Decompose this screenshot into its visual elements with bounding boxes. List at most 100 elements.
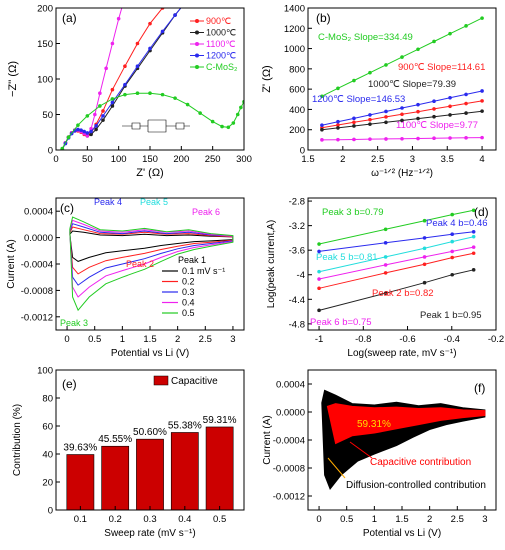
panel-d-frame (307, 197, 497, 331)
b-label: Peak 3 b=0.79 (322, 207, 384, 218)
panel-e-ytick-label: 40 (42, 450, 53, 461)
nyquist-point (89, 129, 93, 134)
warburg-point (448, 95, 452, 100)
panel-b-ytick-label: 1400 (284, 4, 305, 15)
percent-label: 59.31% (357, 419, 391, 430)
panel-b-ytick-label: 200 (289, 125, 305, 136)
panel-a-xlabel: Z' (Ω) (136, 167, 163, 179)
nyquist-point (110, 104, 115, 108)
nyquist-point (85, 114, 90, 118)
circuit-icon (122, 119, 190, 133)
panel-f-tag: (f) (474, 381, 485, 395)
nyquist-line (61, 8, 164, 150)
bar (170, 432, 199, 511)
panel-f-xlabel: Potential vs Li (V) (363, 528, 441, 539)
legend-title: Peak 1 (178, 255, 206, 265)
nyquist-point (82, 129, 86, 134)
slope-label: 1100℃ Slope=9.77 (396, 120, 478, 131)
panel-f-xtick-label: 2.5 (451, 514, 464, 525)
panel-b-xtick-label: 2.5 (371, 154, 384, 165)
panel-c-ytick-label: 0.0004 (24, 207, 53, 218)
bvalue-point (422, 218, 427, 223)
cv-loop (69, 219, 234, 298)
panel-e-ytick-label: 100 (37, 366, 53, 377)
panel-b-ytick-label: 1000 (284, 44, 305, 55)
warburg-point (336, 119, 340, 124)
warburg-point (320, 123, 324, 127)
capacitive-area (326, 403, 486, 445)
panel-a: 0 50 100 150 200 250 300 0 50 100 150 200 (a) Z' (Ω) −… (7, 0, 252, 180)
nyquist-point (148, 21, 152, 26)
panel-a-tag: (a) (62, 11, 77, 25)
legend-label: 0.2 (182, 277, 195, 287)
panel-c-xtick-label: 3 (230, 334, 235, 345)
nyquist-line (61, 92, 244, 149)
warburg-point (352, 120, 356, 125)
legend-label: Capacitive (171, 376, 218, 387)
bvalue-point (317, 269, 321, 274)
nyquist-point (160, 29, 165, 34)
panel-f-xtick-label: 1.5 (395, 514, 408, 525)
nyquist-point (186, 0, 190, 1)
nyquist-point (110, 87, 115, 92)
nyquist-line (61, 8, 182, 150)
nyquist-point (239, 105, 243, 110)
panel-b-xtick-label: 3.5 (441, 154, 454, 165)
panel-a-ytick-label: 150 (37, 39, 53, 50)
panel-d-xtick-label: -0.6 (399, 334, 415, 345)
bar-value-label: 39.63% (63, 443, 97, 454)
panel-a-plot (60, 0, 244, 150)
bvalue-point (317, 249, 321, 254)
bar-value-label: 45.55% (98, 434, 132, 445)
panel-c-xtick-label: 2.5 (199, 334, 212, 345)
warburg-point (320, 127, 324, 132)
nyquist-point (123, 92, 127, 97)
panel-a-xtick-label: 0 (53, 154, 58, 165)
warburg-point (384, 115, 388, 119)
bvalue-point (317, 286, 321, 291)
warburg-point (384, 137, 388, 141)
nyquist-point (98, 91, 102, 95)
nyquist-point (76, 123, 80, 127)
panel-f-xtick-label: 0.5 (340, 514, 353, 525)
warburg-point (448, 104, 452, 109)
warburg-point (432, 114, 436, 119)
warburg-point (432, 107, 436, 111)
warburg-point (416, 102, 420, 107)
warburg-point (480, 99, 484, 103)
nyquist-point (116, 16, 121, 21)
capacitive-label: Capacitive contribution (370, 457, 471, 468)
panel-d-ytick-label: -4.4 (289, 295, 305, 306)
nyquist-point (110, 97, 115, 101)
bvalue-point (450, 232, 455, 237)
nyquist-point (186, 0, 190, 1)
nyquist-point (94, 124, 98, 128)
bvalue-point (471, 234, 476, 239)
legend-marker (195, 30, 199, 35)
slope-label: 1000℃ Slope=79.39 (368, 79, 456, 90)
panel-e-xtick-label: 0.4 (178, 514, 191, 525)
bvalue-point (317, 277, 321, 281)
legend-label: 1200℃ (206, 51, 236, 61)
bvalue-point (383, 241, 388, 245)
panel-d-xtick-label: -0.4 (444, 334, 460, 345)
panel-e: 39.63% 0.1 45.55% 0.2 50.60% 0.3 55.38% 0.4 59.3… (12, 366, 245, 539)
bar-value-label: 50.60% (133, 427, 167, 438)
panel-c-xlabel: Potential vs Li (V) (111, 348, 189, 359)
panel-d-ytick-label: -4 (297, 270, 305, 281)
warburg-point (352, 78, 356, 83)
warburg-point (352, 116, 356, 121)
panel-e-xtick-label: 0.3 (143, 514, 156, 525)
legend-label: 0.4 (182, 298, 195, 308)
bar (205, 426, 234, 511)
panel-b-xtick-label: 3 (410, 154, 415, 165)
bvalue-point (383, 227, 388, 232)
nyquist-point (173, 13, 177, 17)
panel-c-xtick-label: 0.5 (88, 334, 101, 345)
panel-b-ytick-label: 400 (289, 105, 305, 116)
bar-value-label: 55.38% (168, 420, 202, 431)
warburg-point (480, 89, 484, 93)
panel-b: 1.5 2 2.5 3 3.5 4 0 200 400 600 800 1000 1200 1400 (b)… (261, 4, 497, 179)
bvalue-point (383, 255, 388, 259)
